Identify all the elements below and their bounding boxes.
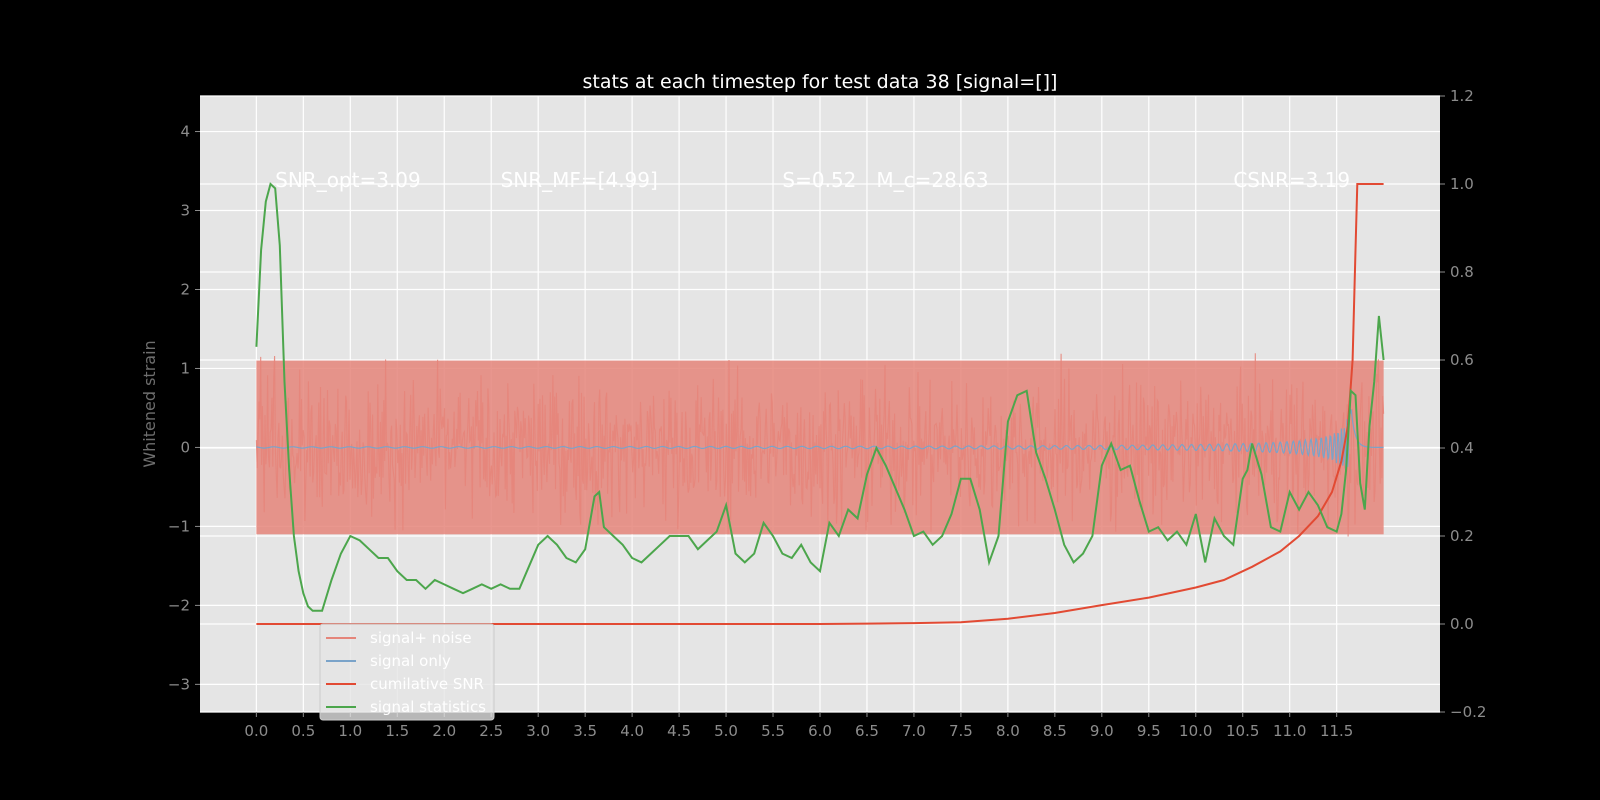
x-axis-ticks: 0.0 0.5 1.0 1.5 2.0 2.5 3.0 3.5 4.0 4.5 5.0 5.5 6.0 6… [244,712,1353,740]
signal-noise-series [255,353,1385,537]
y-axis-label: Whitened strain [140,340,159,467]
y2-tick-label: −0.2 [1450,703,1486,721]
y2-tick-label: 0.0 [1450,615,1474,633]
annotation-text: S=0.52 [782,168,856,192]
y-tick-label: 1 [180,359,190,377]
y2-tick-label: 0.6 [1450,351,1474,369]
annotation-text: SNR_opt=3.09 [275,168,421,192]
x-tick-label: 5.0 [714,722,738,740]
y-tick-label: −3 [168,675,190,693]
x-tick-label: 11.0 [1273,722,1306,740]
noise-trace [255,353,1385,537]
legend-items: signal+ noise signal only cumilative SNR si… [326,629,486,716]
x-tick-label: 10.5 [1226,722,1259,740]
x-tick-label: 9.0 [1090,722,1114,740]
y2-axis-ticks: −0.2 0.0 0.2 0.4 0.6 0.8 1.0 1.2 [1440,87,1486,721]
y2-tick-label: 0.2 [1450,527,1474,545]
x-tick-label: 8.0 [996,722,1020,740]
y-tick-label: −2 [168,596,190,614]
x-tick-label: 0.0 [244,722,268,740]
x-tick-label: 8.5 [1043,722,1067,740]
x-tick-label: 6.0 [808,722,832,740]
y2-tick-label: 1.0 [1450,175,1474,193]
y-tick-label: 2 [180,280,190,298]
signal-statistics-line [255,182,1385,612]
signal-only-series [256,409,1384,472]
cumulative-snr-line [256,183,1384,625]
x-tick-label: 3.5 [573,722,597,740]
annotations: SNR_opt=3.09 SNR_MF=[4.99] S=0.52 M_c=28.63… [275,168,1350,192]
legend-label: cumilative SNR [370,675,484,693]
annotation-text: M_c=28.63 [876,168,988,192]
x-tick-label: 6.5 [855,722,879,740]
x-tick-label: 3.0 [526,722,550,740]
x-tick-label: 7.5 [949,722,973,740]
y-tick-label: 3 [180,202,190,220]
legend-label: signal statistics [370,698,486,716]
x-tick-label: 11.5 [1320,722,1353,740]
y2-tick-label: 1.2 [1450,87,1474,105]
x-tick-label: 7.0 [902,722,926,740]
x-tick-label: 10.0 [1179,722,1212,740]
y-tick-label: 4 [180,123,190,141]
x-tick-label: 1.0 [338,722,362,740]
y-tick-label: 0 [180,438,190,456]
x-tick-label: 5.5 [761,722,785,740]
signal-trace [256,409,1384,472]
x-tick-label: 2.0 [432,722,456,740]
y2-tick-label: 0.4 [1450,439,1474,457]
legend-box [319,623,495,721]
x-tick-label: 4.5 [667,722,691,740]
annotation-text: CSNR=3.19 [1233,168,1350,192]
x-tick-label: 4.0 [620,722,644,740]
y-axis-ticks: −3 −2 −1 0 1 2 3 4 [168,123,200,693]
legend-label: signal+ noise [370,629,472,647]
x-tick-label: 1.5 [385,722,409,740]
legend-label: signal only [370,652,451,670]
x-tick-label: 2.5 [479,722,503,740]
x-tick-label: 0.5 [291,722,315,740]
legend: signal+ noise signal only cumilative SNR si… [319,623,495,721]
chart-title: stats at each timestep for test data 38 … [583,71,1058,93]
y-tick-label: −1 [168,517,190,535]
y2-tick-label: 0.8 [1450,263,1474,281]
x-tick-label: 9.5 [1137,722,1161,740]
annotation-text: SNR_MF=[4.99] [501,168,658,192]
